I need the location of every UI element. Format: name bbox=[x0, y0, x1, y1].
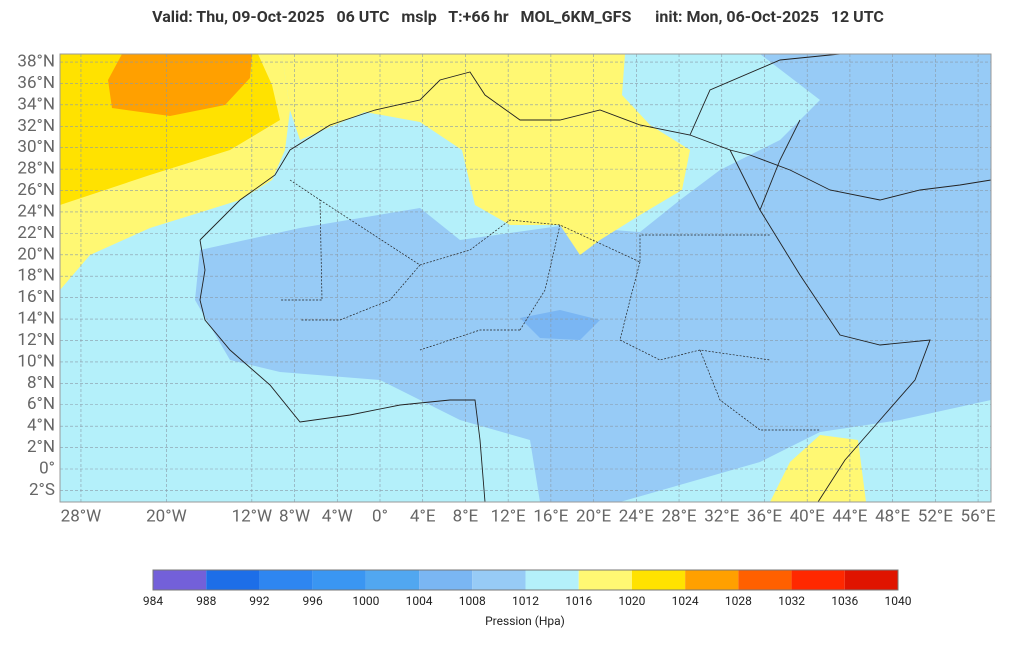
lat-label: 24°N bbox=[17, 201, 55, 221]
lat-label: 34°N bbox=[17, 94, 55, 114]
lat-label: 16°N bbox=[17, 287, 55, 307]
lon-label: 44°E bbox=[832, 506, 867, 526]
lat-label: 20°N bbox=[17, 244, 55, 264]
lon-label: 12°E bbox=[491, 506, 526, 526]
colorbar-tick-label: 988 bbox=[196, 594, 216, 608]
lon-label: 4°E bbox=[410, 506, 436, 526]
lat-label: 12°N bbox=[17, 330, 55, 350]
lon-label: 12°W bbox=[232, 506, 273, 526]
lon-label: 40°E bbox=[790, 506, 825, 526]
lat-label: 36°N bbox=[17, 73, 55, 93]
lat-label: 26°N bbox=[17, 180, 55, 200]
colorbar-tick-label: 1028 bbox=[725, 594, 752, 608]
title: Valid: Thu, 09-Oct-2025 06 UTC mslp T:+6… bbox=[152, 7, 884, 26]
colorbar-tick-label: 1020 bbox=[618, 594, 645, 608]
colorbar-segment bbox=[525, 570, 579, 590]
colorbar-segment bbox=[206, 570, 260, 590]
map bbox=[59, 53, 992, 503]
colorbar-tick-label: 1040 bbox=[885, 594, 912, 608]
lon-label: 52°E bbox=[918, 506, 953, 526]
colorbar-segment bbox=[312, 570, 366, 590]
colorbar-tick-label: 1036 bbox=[831, 594, 858, 608]
lat-label: 18°N bbox=[17, 266, 55, 286]
lon-label: 28°W bbox=[61, 506, 102, 526]
lon-label: 20°E bbox=[576, 506, 611, 526]
colorbar-segment bbox=[791, 570, 845, 590]
colorbar-segment bbox=[844, 570, 898, 590]
lat-label: 30°N bbox=[17, 137, 55, 157]
field-1008-1012 bbox=[195, 54, 991, 502]
lon-label: 32°E bbox=[704, 506, 739, 526]
lat-label: 2°N bbox=[27, 437, 55, 457]
colorbar-segment bbox=[472, 570, 526, 590]
lat-label: 2°S bbox=[29, 480, 55, 500]
colorbar-frame bbox=[152, 569, 899, 591]
lat-label: 32°N bbox=[17, 116, 55, 136]
lat-label: 22°N bbox=[17, 223, 55, 243]
lat-label: 6°N bbox=[27, 394, 55, 414]
field-1016-1020 bbox=[770, 435, 866, 502]
lat-label: 4°N bbox=[27, 416, 55, 436]
lon-label: 16°E bbox=[533, 506, 568, 526]
colorbar: 984 988 992 996 1000 1004 1008 1012 1016 1020 1024… bbox=[143, 569, 912, 608]
lat-label: 14°N bbox=[17, 309, 55, 329]
colorbar-segment bbox=[578, 570, 632, 590]
lat-label: 10°N bbox=[17, 351, 55, 371]
field-1016-1020 bbox=[282, 54, 690, 255]
border bbox=[280, 179, 820, 431]
colorbar-tick-label: 1016 bbox=[565, 594, 592, 608]
colorbar-tick-label: 1004 bbox=[406, 594, 433, 608]
map-frame bbox=[59, 53, 992, 503]
colorbar-segment bbox=[259, 570, 313, 590]
lon-label: 8°E bbox=[453, 506, 479, 526]
colorbar-segment bbox=[631, 570, 686, 590]
lon-label: 24°E bbox=[619, 506, 654, 526]
colorbar-tick-label: 984 bbox=[143, 594, 163, 608]
colorbar-segment bbox=[365, 570, 420, 590]
graticule bbox=[60, 54, 991, 502]
lat-label: 38°N bbox=[17, 52, 55, 72]
lon-label: 48°E bbox=[875, 506, 910, 526]
colorbar-tick-label: 996 bbox=[303, 594, 323, 608]
lon-label: 56°E bbox=[961, 506, 996, 526]
lon-label: 0° bbox=[372, 506, 388, 526]
lon-label: 8°W bbox=[279, 506, 310, 526]
colorbar-tick-label: 1012 bbox=[512, 594, 539, 608]
colorbar-segment bbox=[419, 570, 473, 590]
field-1024-1028 bbox=[108, 54, 252, 116]
lat-label: 0° bbox=[39, 458, 55, 478]
lon-label: 20°W bbox=[146, 506, 187, 526]
field-1004-1008 bbox=[520, 310, 600, 340]
colorbar-label: Pression (Hpa) bbox=[485, 614, 565, 628]
colorbar-segment bbox=[738, 570, 792, 590]
colorbar-segment bbox=[153, 570, 207, 590]
lon-label: 4°W bbox=[322, 506, 353, 526]
colorbar-tick-label: 1000 bbox=[352, 594, 379, 608]
colorbar-tick-label: 1032 bbox=[778, 594, 805, 608]
lon-label: 28°E bbox=[661, 506, 696, 526]
colorbar-tick-label: 1024 bbox=[672, 594, 699, 608]
colorbar-tick-label: 1008 bbox=[459, 594, 486, 608]
lon-label: 36°E bbox=[747, 506, 782, 526]
lat-label: 8°N bbox=[27, 373, 55, 393]
lat-label: 28°N bbox=[17, 159, 55, 179]
colorbar-segment bbox=[685, 570, 739, 590]
colorbar-tick-label: 992 bbox=[249, 594, 269, 608]
coastline bbox=[199, 53, 992, 503]
